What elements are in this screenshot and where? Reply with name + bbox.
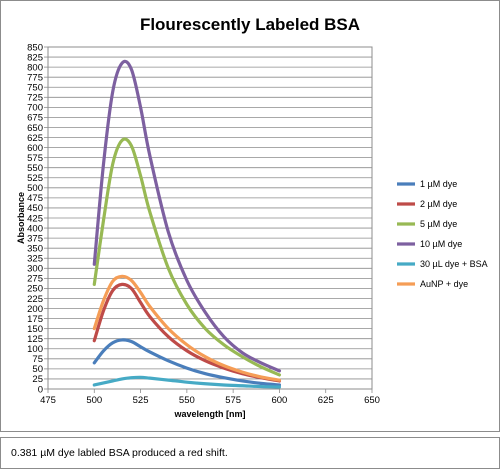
x-tick-label: 525 xyxy=(133,395,149,406)
y-tick-label: 125 xyxy=(27,334,43,345)
y-tick-label: 175 xyxy=(27,314,43,325)
y-tick-label: 650 xyxy=(27,123,43,134)
y-axis-label: Absorbance xyxy=(16,192,26,244)
x-tick-label: 625 xyxy=(318,395,334,406)
y-tick-label: 375 xyxy=(27,233,43,244)
series-line-4 xyxy=(92,59,282,373)
legend-label: 2 µM dye xyxy=(420,199,457,209)
y-tick-label: 700 xyxy=(27,103,43,114)
y-tick-label: 75 xyxy=(32,354,43,365)
y-tick-label: 500 xyxy=(27,183,43,194)
y-tick-label: 200 xyxy=(27,304,43,315)
x-tick-label: 650 xyxy=(364,395,380,406)
y-tick-label: 725 xyxy=(27,93,43,104)
y-tick-label: 450 xyxy=(27,203,43,214)
legend-label: 10 µM dye xyxy=(420,239,462,249)
y-tick-label: 800 xyxy=(27,62,43,73)
x-tick-label: 575 xyxy=(225,395,241,406)
x-tick-label: 500 xyxy=(86,395,102,406)
plot-area xyxy=(47,46,373,390)
y-tick-label: 475 xyxy=(27,193,43,204)
y-tick-label: 350 xyxy=(27,243,43,254)
y-tick-label: 850 xyxy=(27,42,43,53)
y-tick-label: 50 xyxy=(32,364,43,375)
y-tick-label: 600 xyxy=(27,143,43,154)
y-tick-label: 750 xyxy=(27,83,43,94)
legend-label: 30 µL dye + BSA xyxy=(420,259,488,269)
legend: 1 µM dye 2 µM dye 5 µM dye 10 µM dye 30 µL d… xyxy=(397,179,488,289)
y-tick-label: 525 xyxy=(27,173,43,184)
y-tick-label: 625 xyxy=(27,133,43,144)
y-tick-label: 150 xyxy=(27,324,43,335)
series-line-1 xyxy=(92,338,282,387)
legend-label: 5 µM dye xyxy=(420,219,457,229)
y-tick-label: 250 xyxy=(27,284,43,295)
y-tick-label: 550 xyxy=(27,163,43,174)
x-axis-label: wavelength [nm] xyxy=(173,409,245,419)
y-tick-label: 775 xyxy=(27,72,43,83)
x-tick-label: 475 xyxy=(40,395,56,406)
series-lines xyxy=(92,59,282,389)
series-line-3 xyxy=(92,137,282,377)
y-tick-label: 400 xyxy=(27,223,43,234)
y-tick-labels: 0255075100125150175200225250275300325350… xyxy=(27,42,43,395)
chart-title: Flourescently Labeled BSA xyxy=(140,15,360,34)
x-tick-labels: 475 500 525 550 575 600 625 650 xyxy=(40,395,380,406)
y-tick-label: 825 xyxy=(27,52,43,63)
y-tick-label: 425 xyxy=(27,213,43,224)
series-line-6 xyxy=(92,274,282,382)
y-tick-label: 225 xyxy=(27,294,43,305)
y-tick-label: 100 xyxy=(27,344,43,355)
y-tick-label: 575 xyxy=(27,153,43,164)
legend-label: 1 µM dye xyxy=(420,179,457,189)
y-tick-label: 275 xyxy=(27,274,43,285)
line-chart: Flourescently Labeled BSA 02550751001251… xyxy=(16,15,488,419)
legend-label: AuNP + dye xyxy=(420,279,468,289)
caption-box: 0.381 µM dye labled BSA produced a red s… xyxy=(0,437,500,469)
x-tick-label: 600 xyxy=(271,395,287,406)
y-tick-label: 325 xyxy=(27,254,43,265)
y-tick-label: 25 xyxy=(32,374,43,385)
y-tick-label: 0 xyxy=(38,384,43,395)
y-tick-label: 300 xyxy=(27,264,43,275)
y-tick-label: 675 xyxy=(27,113,43,124)
series-line-5 xyxy=(92,375,282,389)
caption-text: 0.381 µM dye labled BSA produced a red s… xyxy=(11,447,228,459)
x-tick-label: 550 xyxy=(179,395,195,406)
